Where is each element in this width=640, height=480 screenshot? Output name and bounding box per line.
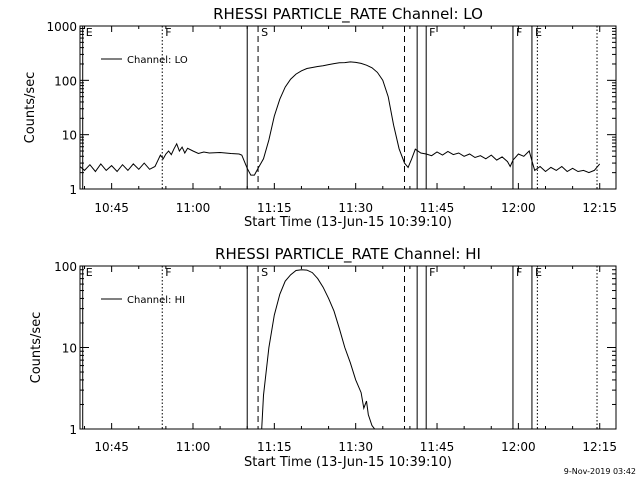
x-tick-label: 11:15 [257, 201, 292, 215]
legend-entry: Channel: LO [127, 55, 188, 66]
event-marker-label: F [429, 26, 435, 39]
event-marker-label: E [86, 266, 93, 279]
y-tick-label: 1 [69, 423, 77, 437]
x-tick-label: 12:15 [582, 440, 617, 454]
event-marker-label: F [516, 266, 522, 279]
series-line [79, 61, 601, 176]
footer-date: 9-Nov-2019 03:42 [564, 467, 636, 476]
event-marker-label: F [165, 266, 171, 279]
event-marker-label: E [86, 26, 93, 39]
plot-frame [79, 265, 617, 430]
event-marker-label: F [516, 26, 522, 39]
chart-title: RHESSI PARTICLE_RATE Channel: LO [213, 5, 483, 24]
event-marker-label: E [535, 266, 542, 279]
series-line [261, 269, 376, 430]
event-marker-label: S [261, 26, 268, 39]
y-tick-label: 1 [69, 183, 77, 197]
y-axis-label: Counts/sec [23, 72, 38, 144]
x-tick-label: 10:45 [94, 440, 129, 454]
x-tick-label: 11:00 [176, 440, 211, 454]
x-tick-label: 10:45 [94, 201, 129, 215]
x-tick-label: 12:00 [501, 440, 536, 454]
y-axis-label: Counts/sec [29, 312, 44, 384]
lo-channel-panel: RHESSI PARTICLE_RATE Channel: LO 10:45 11:… [23, 5, 617, 230]
plot-frame [79, 25, 617, 190]
x-tick-label: 12:15 [582, 201, 617, 215]
legend-entry: Channel: HI [127, 295, 185, 306]
y-tick-label: 10 [62, 129, 77, 143]
y-tick-label: 1000 [46, 20, 77, 34]
x-axis-label: Start Time (13-Jun-15 10:39:10) [244, 215, 452, 230]
event-marker-label: F [165, 26, 171, 39]
event-marker-label: E [535, 26, 542, 39]
x-tick-label: 11:00 [176, 201, 211, 215]
x-tick-label: 11:30 [338, 201, 373, 215]
hi-channel-panel: RHESSI PARTICLE_RATE Channel: HI 10:45 11:… [29, 245, 617, 470]
x-tick-label: 11:15 [257, 440, 292, 454]
x-axis-label: Start Time (13-Jun-15 10:39:10) [244, 455, 452, 470]
chart-title: RHESSI PARTICLE_RATE Channel: HI [215, 245, 481, 264]
x-tick-label: 12:00 [501, 201, 536, 215]
x-tick-label: 11:45 [420, 440, 455, 454]
event-marker-label: S [261, 266, 268, 279]
event-marker-label: F [429, 266, 435, 279]
x-tick-label: 11:45 [420, 201, 455, 215]
y-tick-label: 100 [54, 260, 77, 274]
y-tick-label: 100 [54, 74, 77, 88]
y-tick-label: 10 [62, 342, 77, 356]
x-tick-label: 11:30 [338, 440, 373, 454]
